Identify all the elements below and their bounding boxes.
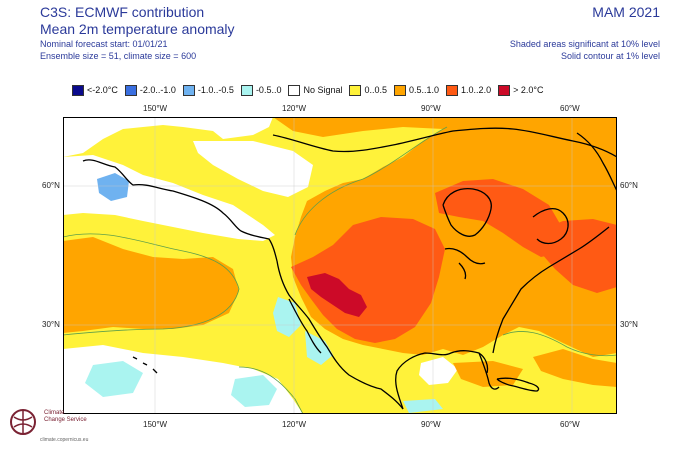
legend-label: 0..0.5 [364, 85, 388, 95]
legend-swatch [498, 84, 511, 96]
legend-swatch [446, 84, 459, 96]
contour-orange-boundary [294, 126, 448, 236]
coast-labrador [532, 207, 569, 245]
copernicus-logo [8, 407, 38, 442]
field-cyan-southwest [85, 361, 143, 397]
field-darkred-southwest [307, 273, 367, 317]
field-white-north-canada [193, 141, 313, 197]
legend-label: > 2.0°C [513, 85, 544, 95]
lon-tick-bottom: 150°W [143, 420, 168, 429]
legend-swatch [182, 84, 195, 96]
lon-tick-bottom: 90°W [421, 420, 441, 429]
field-lightblue-alaska [97, 173, 129, 201]
legend-label: No Signal [303, 85, 343, 95]
legend-swatch [72, 84, 84, 96]
field-cyan-pacific [231, 375, 277, 407]
coast-gulf-mexico [395, 350, 489, 410]
field-redorange-central [291, 217, 445, 343]
coast-hudson-bay [442, 187, 492, 237]
contour-note: Solid contour at 1% level [560, 51, 660, 61]
coast-pacific-us [276, 260, 404, 410]
field-orange-pacific [63, 237, 239, 333]
legend-item: > 2.0°C [498, 84, 544, 96]
title-line-1: C3S: ECMWF contribution [40, 4, 205, 20]
coast-florida [478, 352, 500, 390]
lon-tick-top: 120°W [282, 104, 307, 113]
lon-tick-bottom: 60°W [560, 420, 580, 429]
legend-swatch [288, 84, 301, 96]
ensemble-size: Ensemble size = 51, climate size = 600 [40, 51, 197, 61]
field-white-alaska [63, 117, 275, 241]
header-left: C3S: ECMWF contribution Mean 2m temperat… [40, 4, 235, 62]
coastlines [82, 127, 617, 410]
anomaly-map [63, 117, 617, 419]
coast-greenland [576, 132, 617, 192]
legend-swatch [349, 84, 362, 96]
logo-url: climate.copernicus.eu [40, 437, 89, 443]
coast-alaska-pacific [82, 159, 278, 262]
coast-hawaii [132, 356, 158, 374]
lat-tick-left: 30°N [42, 320, 60, 329]
coast-great-lakes [444, 247, 486, 280]
field-orange-atlantic [533, 349, 617, 387]
color-legend: <-2.0°C -2.0..-1.0 -1.0..-0.5 -0.5..0 No… [72, 83, 550, 97]
legend-label: -0.5..0 [255, 85, 282, 95]
coast-arctic [272, 127, 617, 158]
forecast-start: Nominal forecast start: 01/01/21 [40, 39, 168, 49]
logo-line-2: Change Service [44, 417, 87, 423]
header-right: MAM 2021 Shaded areas significant at 10%… [510, 4, 660, 62]
contour-east [502, 331, 617, 357]
contour-pacific [63, 233, 240, 336]
title-line-2: Mean 2m temperature anomaly [40, 21, 235, 37]
legend-item: -2.0..-1.0 [124, 84, 176, 96]
field-cyan-baja [273, 297, 333, 365]
lat-tick-right: 60°N [620, 181, 638, 190]
shading-note: Shaded areas significant at 10% level [509, 39, 660, 49]
season-label: MAM 2021 [592, 4, 660, 20]
copernicus-logo-icon [10, 409, 36, 435]
field-redorange-hudson [435, 179, 563, 257]
significance-contours [63, 126, 617, 414]
lon-tick-top: 90°W [421, 104, 441, 113]
coast-cuba [496, 377, 540, 392]
legend-swatch [124, 84, 137, 96]
legend-item: No Signal [288, 84, 343, 96]
legend-item: 0.5..1.0 [394, 84, 440, 96]
lon-tick-bottom: 120°W [282, 420, 307, 429]
legend-item: -1.0..-0.5 [182, 84, 234, 96]
legend-label: <-2.0°C [87, 85, 118, 95]
legend-label: 1.0..2.0 [461, 85, 492, 95]
legend-label: -1.0..-0.5 [197, 85, 234, 95]
field-orange-gulfsouth [453, 361, 523, 387]
map-border [63, 117, 617, 414]
lon-tick-top: 60°W [560, 104, 580, 113]
contour-south [238, 366, 304, 414]
graticule [63, 117, 617, 414]
logo-line-1: Climate [44, 410, 65, 416]
legend-item: -0.5..0 [240, 84, 282, 96]
lat-tick-left: 60°N [42, 181, 60, 190]
legend-label: 0.5..1.0 [409, 85, 440, 95]
legend-item: <-2.0°C [72, 84, 118, 96]
legend-item: 1.0..2.0 [446, 84, 492, 96]
logo-text: Climate Change Service [44, 410, 87, 424]
legend-swatch [240, 84, 253, 96]
coast-baja [288, 298, 322, 354]
legend-label: -2.0..-1.0 [139, 85, 176, 95]
legend-swatch [394, 84, 407, 96]
map-svg [63, 117, 617, 414]
lat-tick-right: 30°N [620, 320, 638, 329]
legend-item: 0..0.5 [349, 84, 388, 96]
field-white-gulf [419, 357, 458, 385]
lon-tick-top: 150°W [143, 104, 168, 113]
coast-atlantic [492, 226, 610, 354]
